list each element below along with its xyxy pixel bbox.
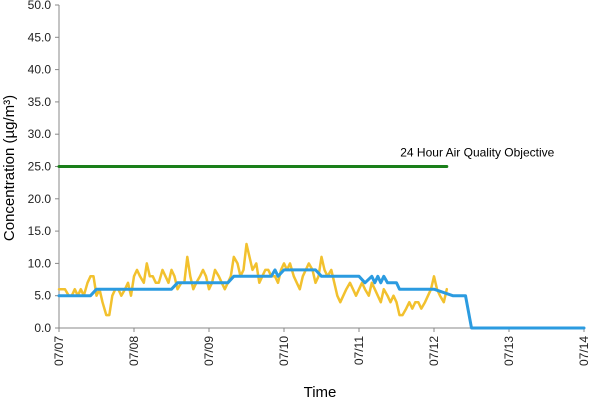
series-layer — [57, 165, 586, 330]
objective-annotation: 24 Hour Air Quality Objective — [400, 146, 554, 160]
x-tick-label: 07/12 — [427, 336, 441, 366]
axes — [55, 4, 585, 332]
y-tick-label: 30.0 — [28, 127, 52, 141]
y-tick-label: 50.0 — [28, 0, 52, 12]
x-tick-label: 07/09 — [202, 336, 216, 366]
daily-average-line — [57, 268, 586, 330]
x-tick-label: 07/14 — [577, 336, 591, 366]
labels-layer: 0.0 5.0 10.0 15.0 20.0 25.0 30.0 35.0 40.0 45.0 50… — [28, 0, 591, 366]
x-tick-label: 07/10 — [277, 336, 291, 366]
y-tick-label: 15.0 — [28, 224, 52, 238]
x-axis-title: Time — [304, 384, 337, 400]
x-tick-label: 07/08 — [127, 336, 141, 366]
y-axis-title: Concentration (µg/m³) — [1, 95, 18, 241]
y-tick-label: 40.0 — [28, 63, 52, 77]
y-tick-label: 10.0 — [28, 256, 52, 270]
y-tick-label: 35.0 — [28, 95, 52, 109]
hourly-concentration-line — [57, 242, 449, 317]
y-tick-label: 45.0 — [28, 30, 52, 44]
y-tick-label: 20.0 — [28, 192, 52, 206]
y-tick-label: 5.0 — [34, 289, 51, 303]
y-tick-label: 25.0 — [28, 160, 52, 174]
x-tick-label: 07/07 — [52, 336, 66, 366]
x-tick-label: 07/13 — [502, 336, 516, 366]
x-tick-label: 07/11 — [352, 336, 366, 365]
y-tick-label: 0.0 — [34, 321, 51, 335]
